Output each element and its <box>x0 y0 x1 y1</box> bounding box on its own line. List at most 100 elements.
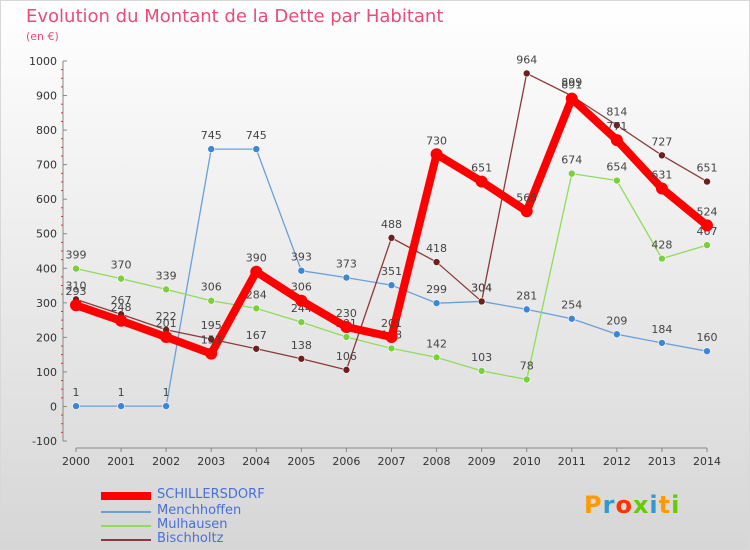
data-point <box>162 285 170 294</box>
y-tick-label: 300 <box>36 297 57 310</box>
data-point <box>387 344 396 353</box>
data-label: 78 <box>520 360 534 373</box>
data-point <box>658 254 666 263</box>
data-label: 814 <box>606 105 627 118</box>
data-label: 167 <box>246 329 267 342</box>
data-label: 160 <box>697 331 718 344</box>
data-label: 209 <box>606 314 627 327</box>
x-tick-label: 2007 <box>378 455 406 468</box>
logo-letter: P <box>584 491 603 519</box>
chart-unit-label: (en €) <box>26 30 59 43</box>
data-label: 351 <box>381 265 402 278</box>
data-label: 745 <box>201 129 222 142</box>
x-tick-label: 2013 <box>648 455 676 468</box>
data-label: 103 <box>471 351 492 364</box>
data-label: 230 <box>336 307 357 320</box>
data-label: 153 <box>201 334 222 347</box>
x-tick-label: 2012 <box>603 455 631 468</box>
data-label: 201 <box>156 317 177 330</box>
x-tick-label: 2009 <box>468 455 496 468</box>
legend-label: Menchhoffen <box>157 503 242 518</box>
data-point <box>613 121 621 130</box>
data-label: 222 <box>156 310 177 323</box>
data-point <box>567 314 576 323</box>
data-label: 565 <box>516 191 537 204</box>
data-label: 306 <box>291 281 312 294</box>
y-tick-label: 0 <box>50 400 57 413</box>
data-point <box>477 297 486 306</box>
data-label: 254 <box>561 299 582 312</box>
data-point <box>701 219 713 232</box>
logo-letter: r <box>602 491 616 519</box>
data-point <box>297 318 306 326</box>
data-point <box>613 176 621 185</box>
data-label: 248 <box>111 301 132 314</box>
y-tick-label: -100 <box>32 435 57 448</box>
data-point <box>610 134 623 147</box>
data-point <box>703 347 711 355</box>
data-point <box>342 366 351 374</box>
data-label: 631 <box>651 168 672 181</box>
x-tick-label: 2006 <box>332 455 360 468</box>
legend-swatch <box>101 525 151 527</box>
data-point <box>613 330 621 339</box>
data-label: 727 <box>651 135 672 148</box>
data-label: 339 <box>156 269 177 282</box>
data-point <box>252 145 261 153</box>
logo-letter: t <box>658 491 672 519</box>
data-point <box>72 402 80 410</box>
logo-letter: x <box>632 491 650 519</box>
data-point <box>387 234 396 242</box>
legend-swatch <box>101 511 151 513</box>
data-label: 184 <box>651 323 672 336</box>
data-label: 524 <box>697 205 718 218</box>
data-point <box>430 148 443 161</box>
data-label: 399 <box>66 249 87 262</box>
data-label: 304 <box>471 281 492 294</box>
y-tick-label: 800 <box>36 124 57 137</box>
data-label: 267 <box>111 294 132 307</box>
data-point <box>703 177 711 186</box>
chart-title: Evolution du Montant de la Dette par Hab… <box>26 6 444 27</box>
data-label: 284 <box>246 288 267 301</box>
data-point <box>115 314 128 327</box>
x-tick-label: 2000 <box>62 455 90 468</box>
data-label: 899 <box>561 76 582 89</box>
x-tick-label: 2002 <box>152 455 180 468</box>
data-label: 370 <box>111 259 132 272</box>
data-point <box>522 375 531 384</box>
x-tick-label: 2010 <box>513 455 541 468</box>
legend-label: Mulhausen <box>157 517 228 532</box>
data-label: 418 <box>426 242 447 255</box>
y-tick-label: 400 <box>36 262 57 275</box>
data-point <box>655 182 668 195</box>
data-point <box>295 294 308 307</box>
data-label: 304 <box>471 281 492 294</box>
data-label: 674 <box>561 154 582 167</box>
data-point <box>117 274 125 283</box>
data-label: 293 <box>66 285 87 298</box>
data-point <box>703 241 711 249</box>
x-tick-label: 2005 <box>287 455 315 468</box>
data-label: 891 <box>561 79 582 92</box>
data-label: 195 <box>201 319 222 332</box>
y-tick-label: 1000 <box>29 55 57 68</box>
data-point <box>385 331 398 344</box>
y-tick-label: 900 <box>36 90 57 103</box>
data-label: 393 <box>291 251 312 264</box>
data-point <box>387 281 396 290</box>
data-point <box>658 339 666 347</box>
proxiti-logo: Proxiti <box>584 491 680 519</box>
legend-swatch <box>101 539 151 541</box>
y-tick-label: 500 <box>36 228 57 241</box>
x-tick-label: 2008 <box>423 455 451 468</box>
data-point <box>70 299 82 312</box>
logo-letter: i <box>671 491 681 519</box>
data-label: 106 <box>336 350 357 363</box>
data-label: 299 <box>426 283 447 296</box>
data-label: 771 <box>606 120 627 133</box>
data-label: 428 <box>651 239 672 252</box>
data-point <box>340 321 353 333</box>
